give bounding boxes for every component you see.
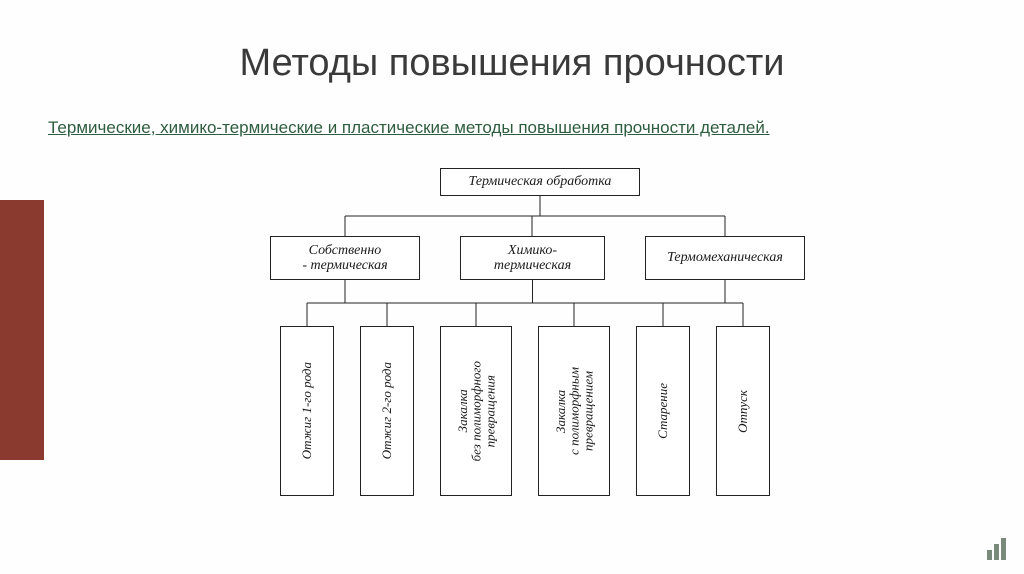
tree-diagram: Термическая обработка Собственно - термич… [255, 168, 815, 508]
tree-node: Отпуск [716, 326, 770, 496]
tree-node: Закалка с полиморфным превращением [538, 326, 610, 496]
page-subtitle: Термические, химико-термические и пласти… [48, 118, 770, 138]
page-title: Методы повышения прочности [0, 42, 1024, 85]
tree-node: Отжиг 1-го рода [280, 326, 334, 496]
corner-decoration [987, 538, 1006, 560]
tree-node: Собственно - термическая [270, 236, 420, 280]
tree-node: Термомеханическая [645, 236, 805, 280]
tree-node: Термическая обработка [440, 168, 640, 196]
tree-node: Закалка без полиморфного превращения [440, 326, 512, 496]
tree-node: Химико- термическая [460, 236, 605, 280]
tree-node: Отжиг 2-го рода [360, 326, 414, 496]
tree-node: Старение [636, 326, 690, 496]
accent-bar [0, 200, 44, 460]
